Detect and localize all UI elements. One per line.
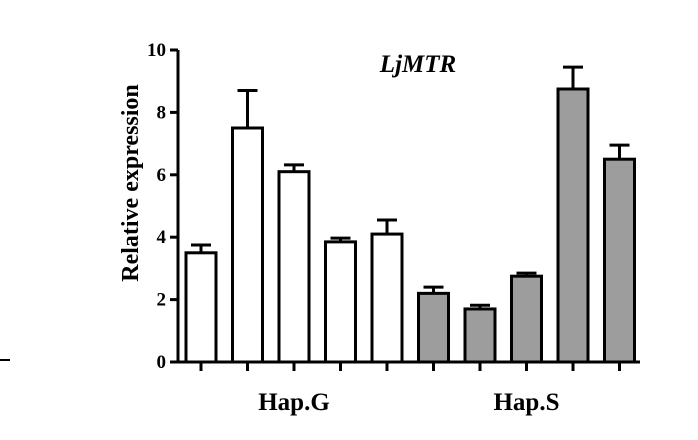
y-tick-label: 2 bbox=[157, 290, 167, 311]
bar-rect bbox=[510, 274, 543, 364]
bar bbox=[510, 271, 543, 364]
y-tick-label: 6 bbox=[157, 165, 167, 186]
y-tick-label: 4 bbox=[157, 227, 167, 248]
bar bbox=[184, 243, 218, 364]
group-label: Hap.G bbox=[258, 389, 330, 416]
bar bbox=[417, 285, 450, 364]
bar-rect bbox=[370, 232, 404, 364]
bar-rect bbox=[277, 170, 311, 364]
bar-rect bbox=[556, 87, 590, 364]
bar-rect bbox=[463, 307, 497, 364]
bar bbox=[463, 303, 497, 364]
bar bbox=[277, 163, 311, 364]
y-tick-label: 10 bbox=[147, 40, 166, 61]
bar-rect bbox=[324, 240, 357, 364]
y-tick-label: 8 bbox=[157, 102, 167, 123]
bar-rect bbox=[417, 291, 450, 364]
bar bbox=[603, 143, 636, 364]
bar bbox=[370, 218, 404, 364]
bar-rect bbox=[603, 157, 636, 364]
y-axis-title: Relative expression bbox=[118, 84, 144, 282]
bar bbox=[556, 65, 590, 364]
bars bbox=[184, 65, 636, 364]
bar bbox=[324, 236, 357, 364]
y-axis: 0 2 4 6 8 10 bbox=[147, 40, 180, 373]
bar-rect bbox=[231, 126, 264, 364]
bar bbox=[231, 89, 264, 364]
chart-title: LjMTR bbox=[379, 51, 456, 78]
bar-rect bbox=[184, 251, 218, 364]
x-axis: Hap.G Hap.S bbox=[176, 360, 640, 416]
y-tick-label: 0 bbox=[157, 352, 167, 373]
group-label: Hap.S bbox=[493, 389, 559, 416]
